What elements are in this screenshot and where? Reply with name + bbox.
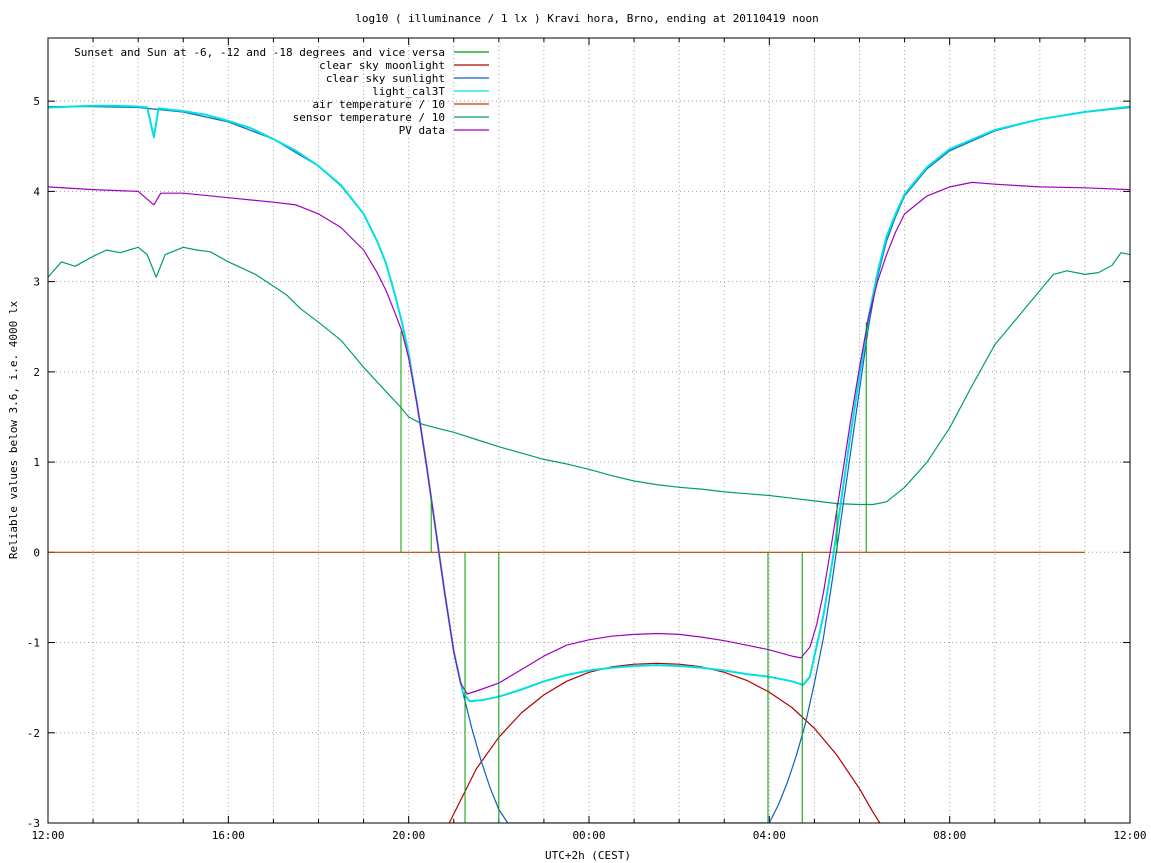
chart-title: log10 ( illuminance / 1 lx ) Kravi hora,… — [355, 12, 819, 25]
series-clear-sky-moonlight — [448, 662, 881, 823]
legend-label: PV data — [399, 124, 445, 137]
plot-frame — [47, 37, 1131, 824]
x-axis-label: UTC+2h (CEST) — [545, 849, 631, 862]
line-pv-data — [48, 181, 1130, 695]
series-pv-data — [48, 181, 1130, 695]
x-tick-label: 20:00 — [392, 829, 425, 842]
series-sensor-temperature-10 — [48, 246, 1130, 506]
y-tick-label: 3 — [33, 276, 40, 289]
x-tick-labels: 12:00 16:00 20:00 00:00 04:00 08:00 12:00 — [31, 829, 1146, 842]
series-sunset-and-sun-at-6-12-and-18-degrees-and-vice-versa — [400, 322, 867, 823]
series-layer — [48, 104, 1130, 823]
y-tick-labels: 5 4 3 2 1 0 -1 -2 -3 — [27, 95, 41, 830]
line-sensor-temperature-10 — [48, 246, 1130, 506]
line-light-cal3t — [48, 104, 1130, 703]
line-clear-sky-moonlight — [448, 662, 881, 823]
x-tick-label: 12:00 — [31, 829, 64, 842]
y-tick-label: 5 — [33, 95, 40, 108]
y-tick-label: 0 — [33, 546, 40, 559]
legend-label: air temperature / 10 — [313, 98, 445, 111]
x-tick-label: 04:00 — [753, 829, 786, 842]
x-tick-label: 12:00 — [1113, 829, 1146, 842]
y-axis-label: Reliable values below 3.6, i.e. 4000 lx — [7, 300, 20, 559]
legend-label: sensor temperature / 10 — [293, 111, 445, 124]
y-tick-label: -3 — [27, 817, 40, 830]
y-tick-label: 4 — [33, 185, 40, 198]
grid-lines — [48, 38, 1130, 823]
x-tick-label: 00:00 — [572, 829, 605, 842]
y-tick-label: 2 — [33, 366, 40, 379]
y-tick-label: -2 — [27, 727, 40, 740]
legend-label: clear sky moonlight — [319, 59, 445, 72]
y-tick-label: -1 — [27, 637, 40, 650]
x-tick-label: 08:00 — [933, 829, 966, 842]
x-tick-label: 16:00 — [212, 829, 245, 842]
legend-label: light_cal3T — [372, 85, 445, 98]
legend-label: clear sky sunlight — [326, 72, 445, 85]
legend-label: Sunset and Sun at -6, -12 and -18 degree… — [74, 46, 445, 59]
legend: Sunset and Sun at -6, -12 and -18 degree… — [74, 46, 489, 137]
y-tick-label: 1 — [33, 456, 40, 469]
series-light-cal3t — [48, 104, 1130, 703]
